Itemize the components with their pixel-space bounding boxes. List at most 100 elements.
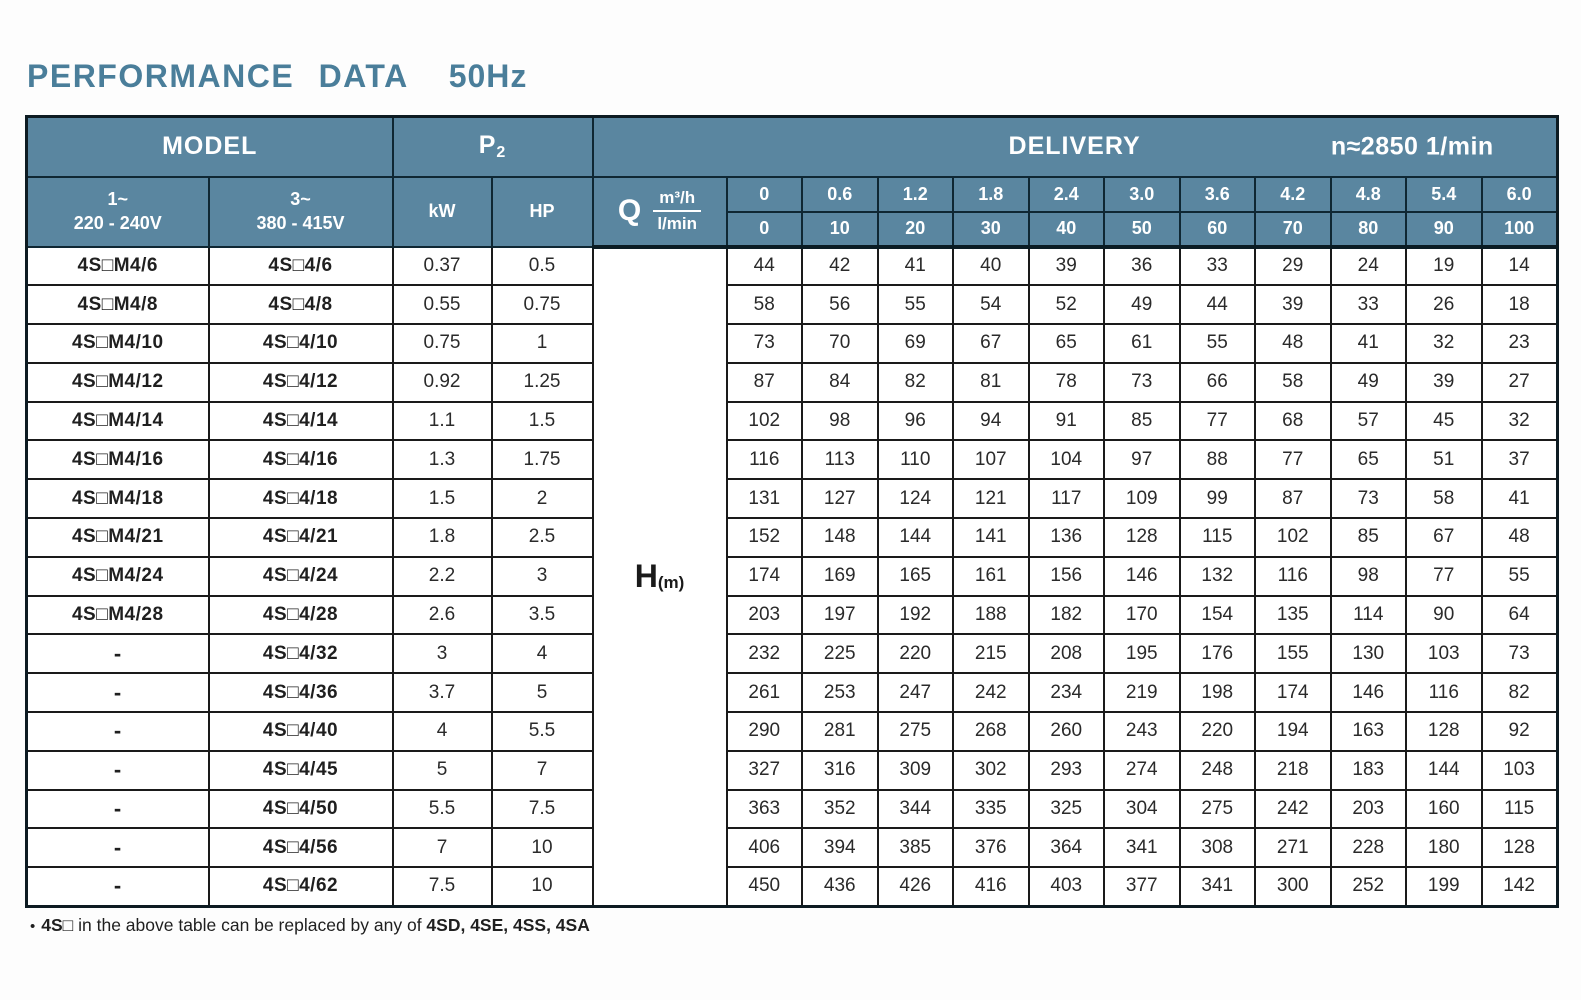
- cell-head-value: 148: [801, 517, 879, 558]
- cell-head-value: 33: [1329, 284, 1407, 326]
- cell-head-value: 18: [1480, 284, 1559, 326]
- cell-head-value: 281: [801, 711, 879, 752]
- cell-head-meters-label: H(m): [591, 245, 728, 908]
- cell-head-value: 102: [725, 400, 803, 442]
- cell-kw: 1.3: [391, 439, 493, 481]
- table-row: 4S□M4/12 4S□4/12 0.92 1.25 87 84 82 81 78 73 66 58 4…: [25, 361, 1559, 403]
- cell-head-value: 341: [1178, 866, 1256, 908]
- cell-head-value: 195: [1103, 633, 1181, 675]
- table-row: -4S□4/45 5 7 327 316 309 302 293 274 248 218 183 144…: [25, 749, 1559, 791]
- cell-hp: 1.5: [490, 400, 594, 442]
- cell-head-value: 335: [952, 788, 1030, 830]
- cell-head-value: 325: [1027, 788, 1105, 830]
- cell-head-value: 55: [1178, 323, 1256, 364]
- table-row: -4S□4/62 7.5 10 450 436 426 416 403 377 341 300 252…: [25, 866, 1559, 908]
- cell-head-value: 220: [876, 633, 954, 675]
- header-units-row-top: 1~ 220 - 240V 3~ 380 - 415V kW HP Q m³/h…: [25, 175, 1559, 249]
- cell-head-value: 37: [1480, 439, 1559, 481]
- cell-hp: 4: [490, 633, 594, 675]
- cell-head-value: 40: [952, 245, 1030, 287]
- q-unit-lmin: l/min: [657, 214, 697, 233]
- cell-head-value: 128: [1405, 711, 1483, 752]
- cell-model-3ph: 4S□4/8: [207, 284, 394, 326]
- cell-head-value: 243: [1103, 711, 1181, 752]
- cell-head-value: 58: [725, 284, 803, 326]
- cell-model-1ph: 4S□M4/16: [25, 439, 210, 481]
- phase-three-label: 3~: [290, 189, 311, 210]
- cell-head-value: 316: [801, 749, 879, 791]
- cell-hp: 2.5: [490, 517, 594, 558]
- q-unit-m3h: m³/h: [653, 188, 702, 212]
- table-row: -4S□4/40 4 5.5 290 281 275 268 260 243 220 194 163 1…: [25, 711, 1559, 752]
- cell-head-value: 268: [952, 711, 1030, 752]
- header-model: MODEL: [25, 115, 394, 178]
- cell-head-value: 215: [952, 633, 1030, 675]
- cell-head-value: 73: [1103, 361, 1181, 403]
- table-row: -4S□4/36 3.7 5 261 253 247 242 234 219 198 174 146 1…: [25, 672, 1559, 714]
- flow-lmin-value: 20: [876, 210, 954, 249]
- q-label: Q: [617, 194, 642, 227]
- cell-head-value: 78: [1027, 361, 1105, 403]
- cell-head-value: 152: [725, 517, 803, 558]
- footnote-bullet: •: [30, 918, 36, 935]
- cell-head-value: 121: [952, 478, 1030, 520]
- flow-m3h-value: 4.2: [1254, 175, 1332, 213]
- cell-head-value: 188: [952, 594, 1030, 636]
- cell-hp: 1.75: [490, 439, 594, 481]
- cell-head-value: 85: [1103, 400, 1181, 442]
- cell-head-value: 44: [1178, 284, 1256, 326]
- header-delivery: DELIVERY n≈2850 1/min: [591, 115, 1559, 178]
- cell-head-value: 308: [1178, 827, 1256, 869]
- cell-hp: 3: [490, 555, 594, 597]
- cell-hp: 7: [490, 749, 594, 791]
- cell-kw: 1.8: [391, 517, 493, 558]
- cell-head-value: 45: [1405, 400, 1483, 442]
- p2-label: P: [478, 131, 497, 160]
- cell-head-value: 130: [1329, 633, 1407, 675]
- footnote-text: in the above table can be replaced by an…: [73, 915, 427, 935]
- cell-head-value: 52: [1027, 284, 1105, 326]
- cell-head-value: 49: [1103, 284, 1181, 326]
- cell-head-value: 39: [1405, 361, 1483, 403]
- cell-model-3ph: 4S□4/16: [207, 439, 394, 481]
- cell-head-value: 155: [1254, 633, 1332, 675]
- table-row: -4S□4/50 5.5 7.5 363 352 344 335 325 304 275 242 20…: [25, 788, 1559, 830]
- cell-head-value: 154: [1178, 594, 1256, 636]
- table-header: MODEL P2 DELIVERY n≈2850 1/min 1~ 220 - …: [25, 115, 1559, 249]
- cell-model-1ph: -: [25, 749, 210, 791]
- cell-head-value: 68: [1254, 400, 1332, 442]
- cell-head-value: 293: [1027, 749, 1105, 791]
- cell-head-value: 49: [1329, 361, 1407, 403]
- cell-head-value: 220: [1178, 711, 1256, 752]
- cell-head-value: 113: [801, 439, 879, 481]
- cell-head-value: 61: [1103, 323, 1181, 364]
- header-group-row: MODEL P2 DELIVERY n≈2850 1/min: [25, 115, 1559, 178]
- flow-lmin-value: 30: [952, 210, 1030, 249]
- cell-model-1ph: -: [25, 866, 210, 908]
- cell-model-3ph: 4S□4/56: [207, 827, 394, 869]
- head-label: H: [634, 558, 658, 595]
- cell-model-1ph: 4S□M4/10: [25, 323, 210, 364]
- cell-head-value: 116: [1405, 672, 1483, 714]
- cell-head-value: 117: [1027, 478, 1105, 520]
- cell-head-value: 274: [1103, 749, 1181, 791]
- cell-head-value: 82: [876, 361, 954, 403]
- cell-kw: 3: [391, 633, 493, 675]
- cell-head-value: 42: [801, 245, 879, 287]
- flow-lmin-value: 90: [1405, 210, 1483, 249]
- page-title-text: PERFORMANCE DATA: [27, 58, 409, 94]
- cell-kw: 1.1: [391, 400, 493, 442]
- cell-head-value: 65: [1329, 439, 1407, 481]
- cell-head-value: 27: [1480, 361, 1559, 403]
- cell-head-value: 198: [1178, 672, 1256, 714]
- cell-head-value: 44: [725, 245, 803, 287]
- table-row: -4S□4/32 3 4 232 225 220 215 208 195 176 155 130 103…: [25, 633, 1559, 675]
- cell-hp: 0.5: [490, 245, 594, 287]
- cell-head-value: 84: [801, 361, 879, 403]
- cell-model-1ph: 4S□M4/6: [25, 245, 210, 287]
- flow-lmin-value: 0: [725, 210, 803, 249]
- cell-kw: 5.5: [391, 788, 493, 830]
- cell-head-value: 192: [876, 594, 954, 636]
- flow-m3h-value: 2.4: [1027, 175, 1105, 213]
